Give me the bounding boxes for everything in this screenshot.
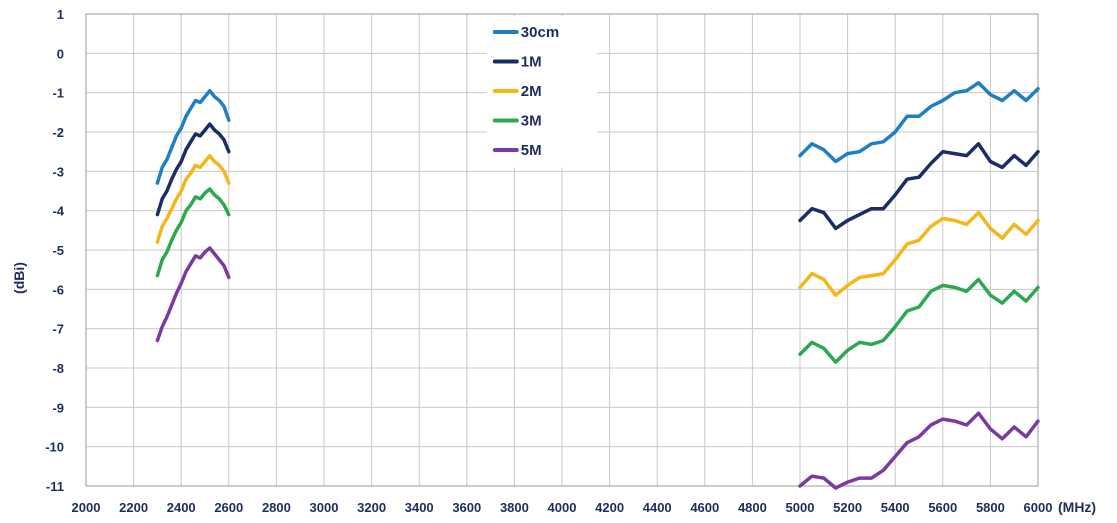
legend-label: 3M	[521, 113, 542, 130]
y-tick-label: -4	[52, 204, 64, 219]
x-tick-label: 4200	[595, 500, 624, 515]
series-line-3m	[798, 277, 1040, 364]
x-tick-label: 4800	[738, 500, 767, 515]
x-tick-label: 3200	[357, 500, 386, 515]
y-tick-label: -9	[52, 400, 64, 415]
legend-label: 5M	[521, 142, 542, 159]
series-lines	[155, 81, 1040, 490]
y-tick-label: -2	[52, 125, 64, 140]
x-tick-label: 4600	[690, 500, 719, 515]
x-tick-label: 3000	[310, 500, 339, 515]
series-line-5m	[155, 246, 231, 343]
legend-label: 30cm	[521, 24, 559, 41]
x-tick-label: 2600	[214, 500, 243, 515]
y-tick-label: 0	[57, 46, 64, 61]
x-tick-label: 2800	[262, 500, 291, 515]
x-tick-label: 5800	[976, 500, 1005, 515]
legend-label: 1M	[521, 54, 542, 71]
y-tick-label: -6	[52, 282, 64, 297]
x-tick-label: 2200	[119, 500, 148, 515]
series-line-2m	[155, 153, 231, 244]
series-line-30cm	[155, 88, 231, 185]
y-tick-label: -5	[52, 243, 64, 258]
x-tick-label: 4000	[548, 500, 577, 515]
x-tick-label: 6000	[1024, 500, 1053, 515]
x-tick-label: 3400	[405, 500, 434, 515]
series-line-2m	[798, 210, 1040, 297]
x-tick-label: 5600	[928, 500, 957, 515]
series-line-1m	[155, 122, 231, 217]
series-line-30cm	[798, 81, 1040, 164]
y-tick-label: -1	[52, 86, 64, 101]
plot-frame	[85, 13, 1039, 487]
series-line-1m	[798, 142, 1040, 231]
legend-label: 2M	[521, 83, 542, 100]
x-tick-label: 5400	[881, 500, 910, 515]
x-tick-label: 4400	[643, 500, 672, 515]
y-tick-label: 1	[57, 7, 64, 22]
y-axis-ticks: 1 0 -1 -2 -3 -4 -5 -6 -7 -8 -9 -10 -11	[45, 7, 65, 494]
x-axis-unit: (MHz)	[1058, 499, 1096, 515]
y-tick-label: -8	[52, 361, 64, 376]
x-tick-label: 3600	[452, 500, 481, 515]
legend: 30cm 1M 2M 3M 5M	[486, 16, 597, 168]
series-line-5m	[798, 411, 1040, 490]
x-tick-label: 5000	[786, 500, 815, 515]
y-tick-label: -11	[46, 479, 64, 494]
x-tick-label: 2400	[167, 500, 196, 515]
y-tick-label: -7	[52, 322, 64, 337]
x-tick-label: 2000	[72, 500, 101, 515]
x-tick-label: 3800	[500, 500, 529, 515]
x-tick-label: 5200	[833, 500, 862, 515]
series-line-3m	[155, 187, 231, 278]
y-tick-label: -10	[45, 440, 64, 455]
y-axis-label: (dBi)	[11, 262, 27, 294]
y-tick-label: -3	[52, 164, 64, 179]
x-axis-ticks: 2000 2200 2400 2600 2800 3000 3200 3400 3600 3800…	[72, 500, 1053, 515]
